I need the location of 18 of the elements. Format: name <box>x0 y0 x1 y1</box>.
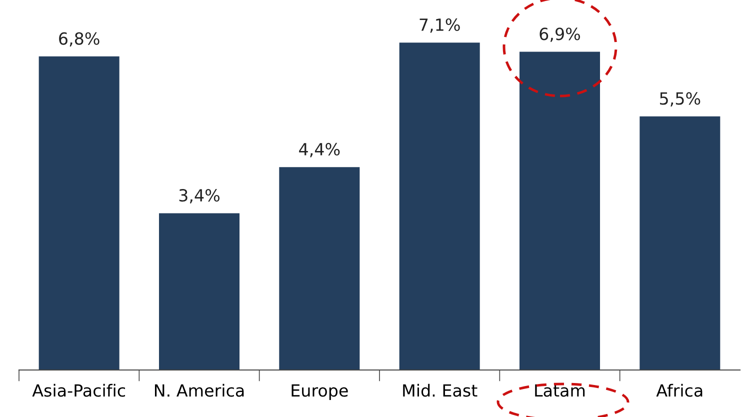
data-label: 6,9% <box>540 28 580 42</box>
data-label: 6,8% <box>59 32 100 47</box>
bar <box>38 56 120 370</box>
x-tick-label: Europe <box>292 384 348 400</box>
x-tick-label: Mid. East <box>403 384 478 397</box>
x-tick-label: N. America <box>154 384 244 397</box>
x-tick-label: Asia-Pacific <box>32 384 126 397</box>
bar <box>279 167 360 370</box>
data-label: 7,1% <box>420 18 460 33</box>
x-tick-label: Latam <box>535 384 585 397</box>
x-tick-label: Africa <box>656 384 702 397</box>
bar <box>640 116 720 370</box>
bar <box>519 52 600 370</box>
data-label: 4,4% <box>299 142 340 158</box>
data-label: 5,5% <box>660 92 700 106</box>
bar <box>399 42 480 370</box>
bar <box>158 213 240 370</box>
data-label: 3,4% <box>179 189 220 204</box>
